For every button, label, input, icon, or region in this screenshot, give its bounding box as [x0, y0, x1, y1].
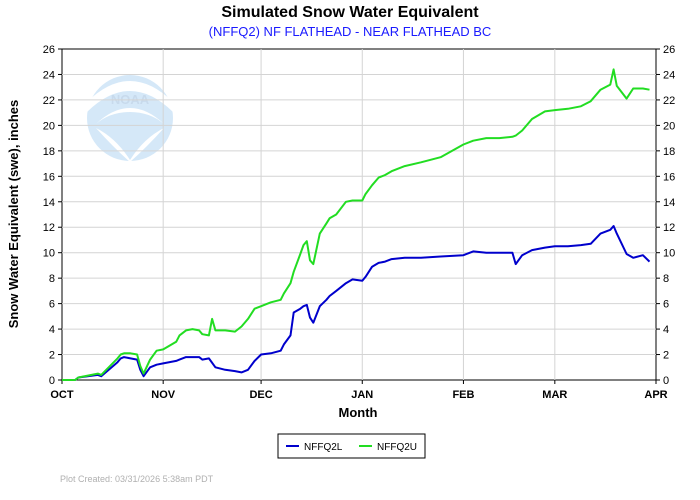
y-tick-label-left: 14: [43, 197, 55, 209]
legend-label-nffq2u: NFFQ2U: [377, 442, 417, 453]
legend-label-nffq2l: NFFQ2L: [304, 442, 343, 453]
y-tick-label-right: 22: [663, 95, 675, 107]
y-tick-label-right: 12: [663, 222, 675, 234]
y-tick-label-left: 20: [43, 120, 55, 132]
x-tick-label: OCT: [50, 389, 74, 401]
series-line-nffq2u: [62, 68, 650, 381]
y-tick-label-left: 16: [43, 171, 55, 183]
x-tick-label: NOV: [151, 389, 176, 401]
y-tick-label-right: 10: [663, 248, 675, 260]
y-tick-label-right: 16: [663, 171, 675, 183]
x-axis: OCT NOV DEC JAN FEB MAR APR: [50, 380, 668, 401]
x-tick-label: APR: [644, 389, 667, 401]
y-tick-label-right: 20: [663, 120, 675, 132]
series-group: [62, 68, 651, 381]
y-tick-label-left: 26: [43, 44, 55, 56]
y-tick-label-right: 0: [663, 375, 669, 387]
noaa-logo-watermark: NOAA: [87, 75, 173, 162]
y-tick-label-left: 12: [43, 222, 55, 234]
legend: NFFQ2L NFFQ2U: [277, 433, 426, 459]
legend-box: [277, 433, 426, 459]
y-tick-label-right: 4: [663, 324, 669, 336]
y-tick-label-left: 0: [49, 375, 55, 387]
series-line-nffq2l: [62, 225, 651, 381]
y-tick-label-left: 6: [49, 299, 55, 311]
y-tick-label-right: 14: [663, 197, 675, 209]
x-tick-label: MAR: [542, 389, 567, 401]
y-axis-label: Snow Water Equivalent (swe), inches: [6, 100, 21, 329]
y-tick-label-right: 8: [663, 273, 669, 285]
grid: [62, 49, 656, 380]
x-tick-label: DEC: [249, 389, 272, 401]
y-tick-label-right: 26: [663, 44, 675, 56]
y-tick-label-left: 2: [49, 350, 55, 362]
chart-subtitle: (NFFQ2) NF FLATHEAD - NEAR FLATHEAD BC: [209, 24, 492, 39]
y-tick-label-left: 8: [49, 273, 55, 285]
x-tick-label: JAN: [351, 389, 373, 401]
y-tick-label-right: 2: [663, 350, 669, 362]
plot-area: [61, 48, 657, 381]
y-tick-label-right: 6: [663, 299, 669, 311]
chart-title: Simulated Snow Water Equivalent: [221, 4, 479, 21]
y-tick-label-right: 24: [663, 69, 675, 81]
x-tick-label: FEB: [452, 389, 474, 401]
y-tick-label-left: 10: [43, 248, 55, 260]
y-tick-label-right: 18: [663, 146, 675, 158]
y-tick-label-left: 22: [43, 95, 55, 107]
y-tick-label-left: 4: [49, 324, 55, 336]
plot-created-note: Plot Created: 03/31/2026 5:38am PDT: [60, 474, 214, 484]
x-axis-label: Month: [339, 405, 378, 420]
y-tick-label-left: 24: [43, 69, 55, 81]
y-tick-label-left: 18: [43, 146, 55, 158]
